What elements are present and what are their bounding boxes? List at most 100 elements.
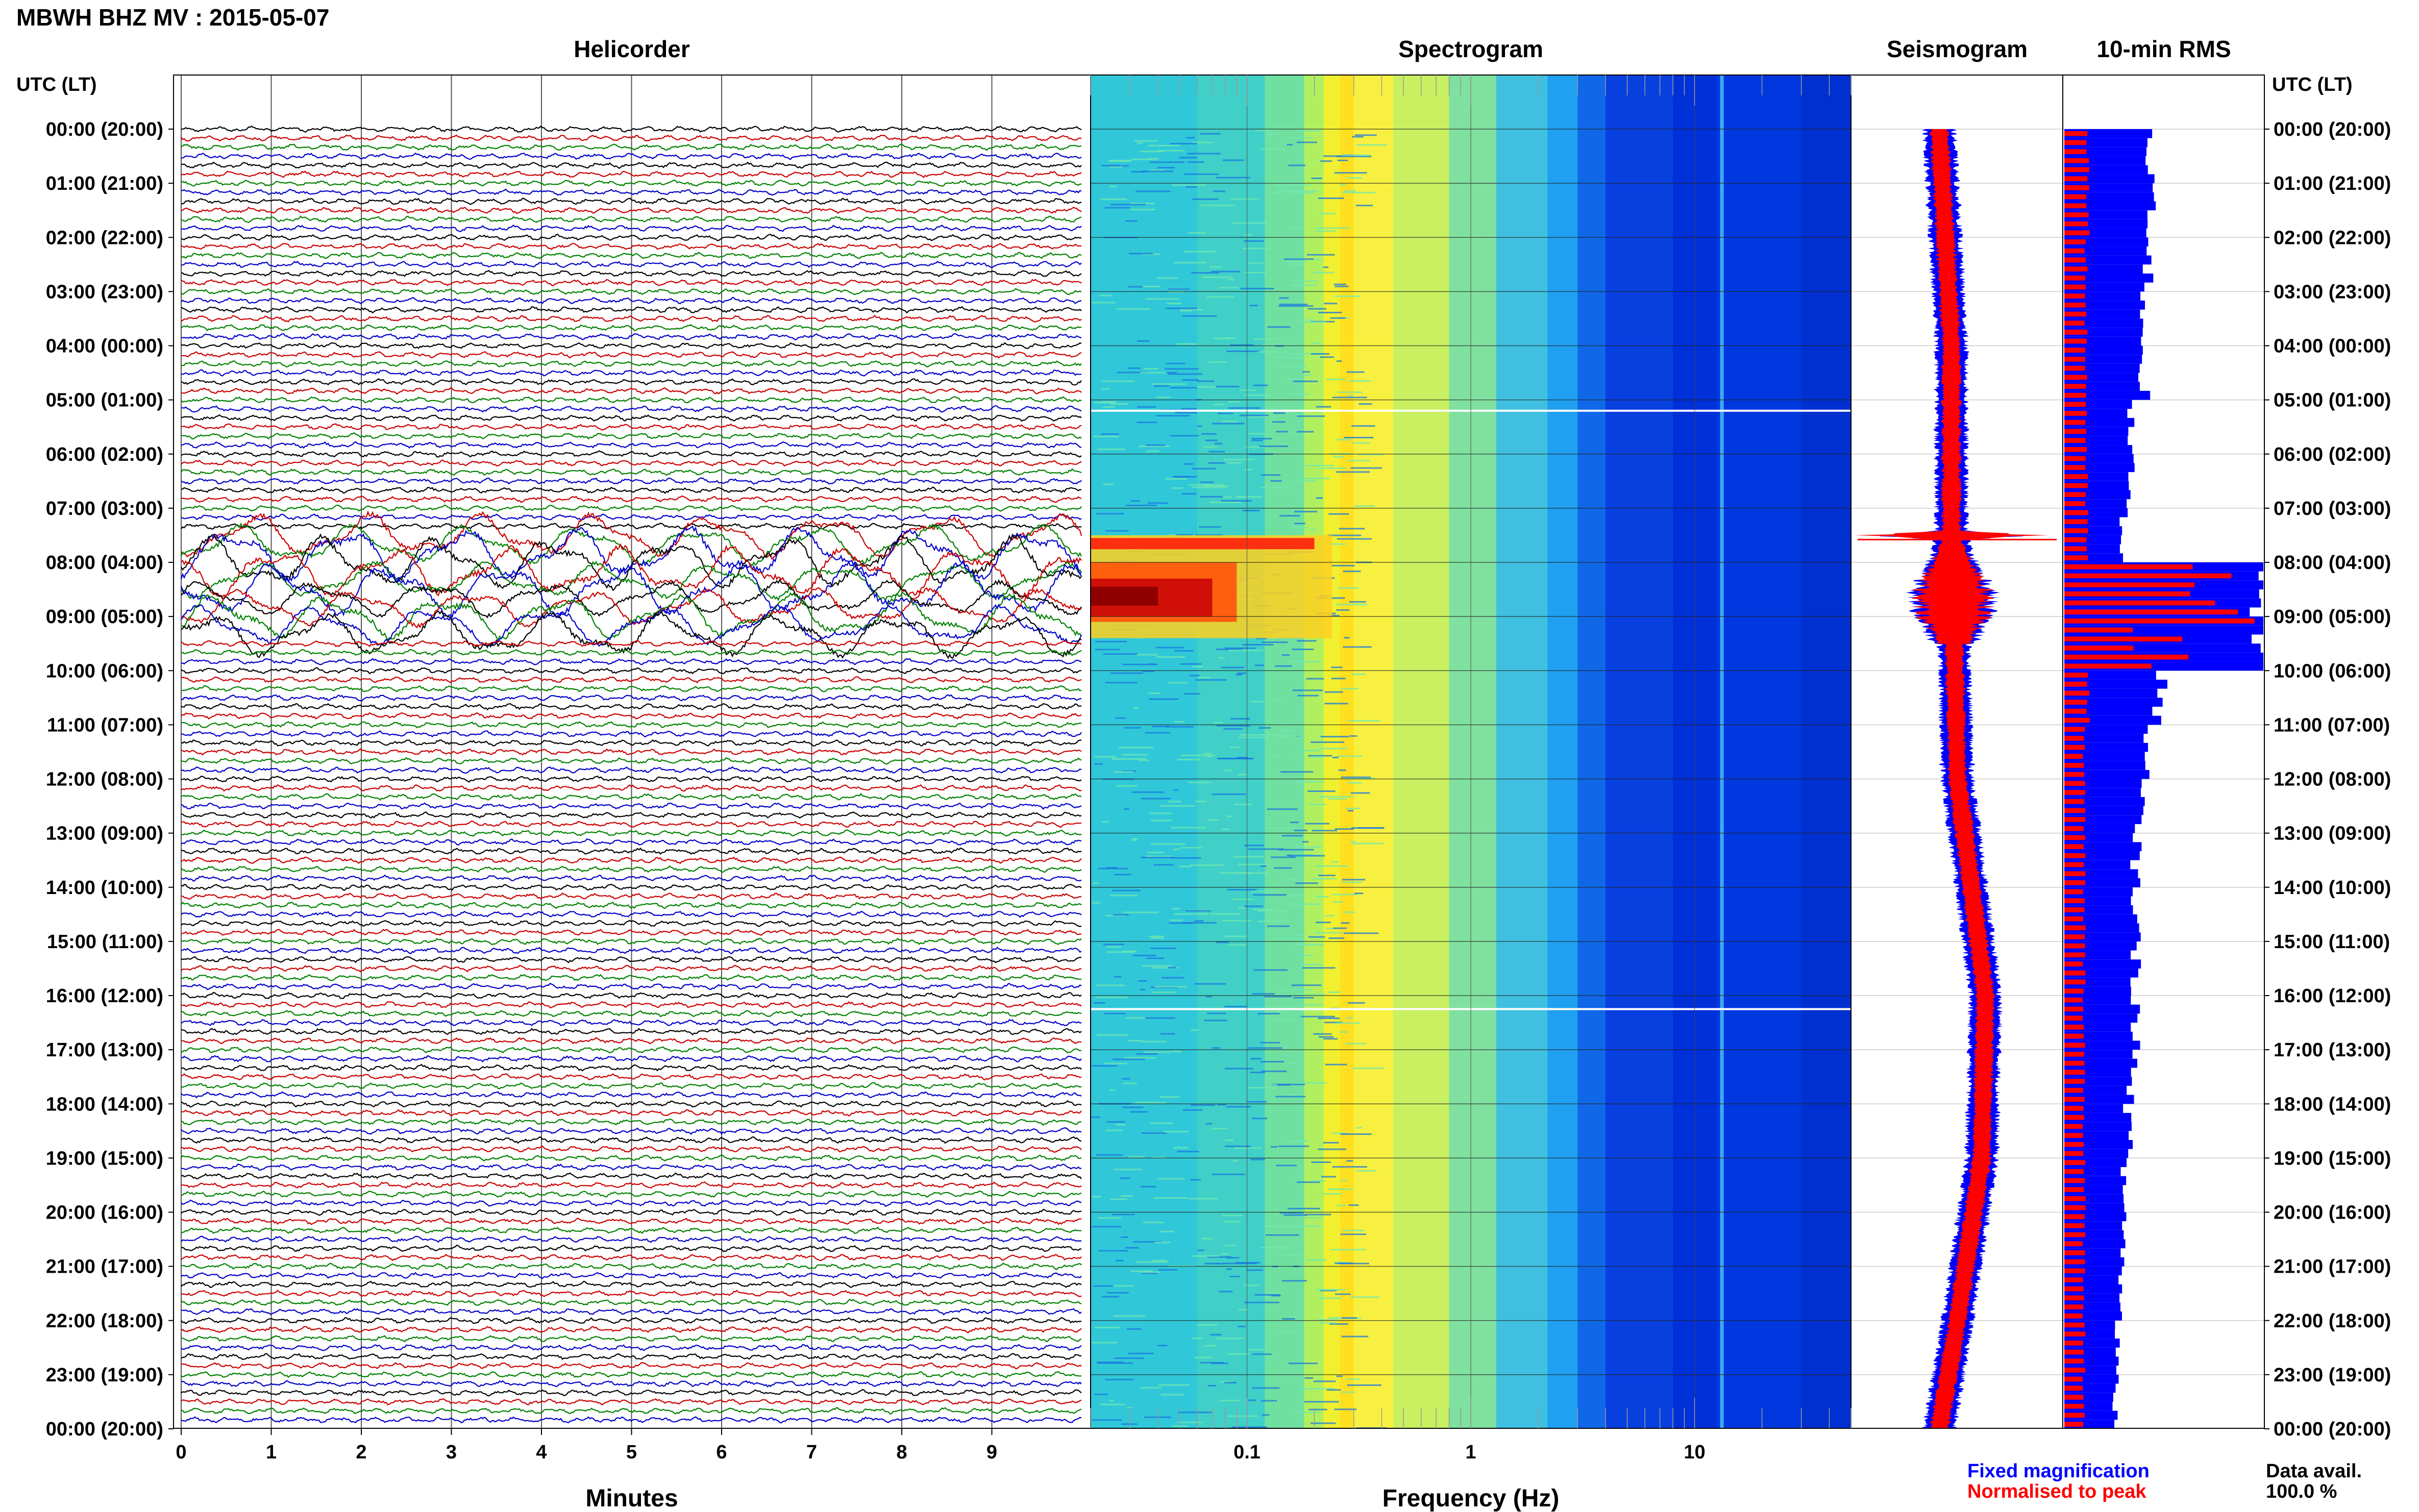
spectrogram-speckle <box>1252 1353 1272 1355</box>
rms-normalised-bar <box>2064 708 2087 714</box>
minutes-tick-label: 2 <box>356 1442 366 1463</box>
helicorder-trace <box>181 1001 1082 1009</box>
spectrogram-speckle <box>1132 837 1138 839</box>
utc-tick-label-left: 20:00 (16:00) <box>46 1202 163 1224</box>
spectrogram-speckle <box>1227 944 1247 946</box>
spectrogram-speckle <box>1318 197 1344 199</box>
spectrogram-speckle <box>1140 371 1166 374</box>
spectrogram-speckle <box>1221 828 1230 830</box>
helicorder-trace <box>181 1036 1082 1045</box>
rms-normalised-bar <box>2064 988 2084 994</box>
helicorder-trace <box>181 739 1082 747</box>
spectrogram-speckle <box>1168 373 1202 375</box>
spectrogram-speckle <box>1344 637 1350 639</box>
spectrogram-speckle <box>1267 827 1300 829</box>
spectrogram-speckle <box>1283 258 1314 260</box>
spectrogram-band <box>1091 75 1198 1428</box>
rms-normalised-bar <box>2064 1124 2083 1129</box>
spectrogram-speckle <box>1224 647 1256 649</box>
spectrogram-speckle <box>1104 1062 1127 1064</box>
spectrogram-speckle <box>1242 247 1271 250</box>
spectrogram-speckle <box>1331 678 1346 680</box>
helicorder-trace <box>181 964 1082 973</box>
spectrogram-speckle <box>1226 1268 1232 1270</box>
spectrogram-speckle <box>1350 467 1383 469</box>
rms-normalised-bar <box>2064 1313 2083 1319</box>
spectrogram-speckle <box>1247 416 1278 418</box>
rms-normalised-bar <box>2064 763 2084 768</box>
spectrogram-speckle <box>1161 1394 1184 1396</box>
spectrogram-band <box>1496 75 1548 1428</box>
spectrogram-speckle <box>1217 412 1233 414</box>
spectrogram-speckle <box>1144 1051 1171 1053</box>
spectrogram-speckle <box>1308 936 1325 938</box>
spectrogram-speckle <box>1103 406 1115 408</box>
utc-tick-label-right: 09:00 (05:00) <box>2274 606 2391 628</box>
rms-normalised-bar <box>2064 284 2086 290</box>
spectrogram-speckle <box>1242 643 1274 646</box>
spectrogram-speckle <box>1149 663 1155 665</box>
rms-fixed-bar <box>2064 725 2148 734</box>
spectrogram-speckle <box>1297 640 1317 642</box>
spectrogram-speckle <box>1309 803 1326 805</box>
legend-fixed-magnification: Fixed magnification <box>1967 1460 2150 1482</box>
rms-normalised-bar <box>2064 808 2085 813</box>
helicorder-trace <box>181 1226 1082 1234</box>
spectrogram-speckle <box>1238 1309 1248 1311</box>
spectrogram-speckle <box>1269 754 1279 756</box>
rms-normalised-bar <box>2064 185 2089 190</box>
helicorder-trace <box>181 865 1082 873</box>
spectrogram-speckle <box>1296 431 1314 433</box>
helicorder-trace <box>181 1361 1082 1370</box>
utc-tick-label-left: 19:00 (15:00) <box>46 1148 163 1169</box>
spectrogram-speckle <box>1252 1387 1280 1389</box>
spectrogram-speckle <box>1112 1213 1135 1216</box>
spectrogram-speckle <box>1250 1072 1265 1074</box>
helicorder-trace <box>181 342 1082 350</box>
spectrogram-speckle <box>1293 353 1321 355</box>
spectrogram-speckle <box>1094 1394 1108 1396</box>
spectrogram-speckle <box>1319 1036 1334 1038</box>
spectrogram-speckle <box>1143 1222 1164 1224</box>
helicorder-trace <box>181 1217 1082 1225</box>
spectrogram-speckle <box>1101 433 1119 435</box>
rms-normalised-bar <box>2064 790 2086 795</box>
spectrogram-speckle <box>1152 726 1170 728</box>
helicorder-trace <box>181 1181 1082 1189</box>
utc-label-left: UTC (LT) <box>16 74 97 95</box>
spectrogram-speckle <box>1154 986 1188 988</box>
rms-normalised-bar <box>2064 1250 2085 1255</box>
spectrogram-speckle <box>1106 946 1122 948</box>
spectrogram-band <box>1606 75 1674 1428</box>
spectrogram-speckle <box>1117 371 1149 374</box>
rms-normalised-bar <box>2064 257 2086 263</box>
utc-tick-label-left: 09:00 (05:00) <box>46 606 163 628</box>
rms-normalised-bar <box>2064 1142 2084 1147</box>
spectrogram-speckle <box>1115 1124 1125 1126</box>
spectrogram-speckle <box>1294 846 1322 848</box>
spectrogram-speckle <box>1187 153 1221 155</box>
spectrogram-speckle <box>1340 184 1346 186</box>
spectrogram-speckle <box>1351 425 1375 427</box>
spectrogram-speckle <box>1288 1362 1318 1365</box>
spectrogram-speckle <box>1272 938 1306 940</box>
spectrogram-speckle <box>1336 439 1351 441</box>
rms-normalised-bar <box>2064 943 2085 949</box>
spectrogram-speckle <box>1224 1145 1251 1147</box>
spectrogram-speckle <box>1307 308 1326 310</box>
rms-fixed-bar <box>2064 734 2144 743</box>
spectrogram-speckle <box>1280 989 1313 991</box>
spectrogram-speckle <box>1298 943 1307 945</box>
spectrogram-speckle <box>1292 689 1323 691</box>
helicorder-trace <box>181 1154 1082 1162</box>
helicorder-trace <box>181 314 1082 323</box>
spectrogram-speckle <box>1328 937 1345 939</box>
spectrogram-speckle <box>1289 855 1325 857</box>
spectrogram-speckle <box>1145 298 1180 300</box>
rms-fixed-bar <box>2064 274 2154 283</box>
spectrogram-speckle <box>1300 477 1330 479</box>
helicorder-trace <box>181 1109 1082 1117</box>
rms-normalised-bar <box>2064 375 2087 380</box>
helicorder-trace <box>181 658 1082 665</box>
